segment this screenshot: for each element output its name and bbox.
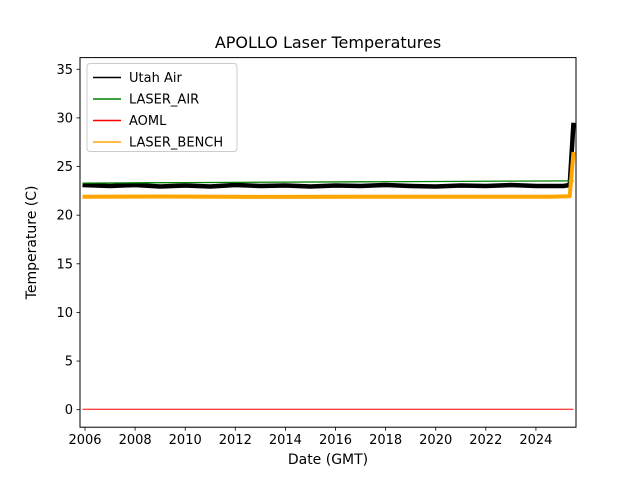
y-tick-label: 5	[65, 355, 73, 370]
legend-label: LASER_AIR	[129, 93, 199, 108]
y-tick-label: 0	[65, 403, 73, 418]
y-tick-label: 35	[56, 63, 73, 78]
series-line-utah-air	[82, 122, 576, 189]
y-tick-label: 15	[56, 257, 73, 272]
legend-box	[86, 63, 238, 152]
x-axis-label: Date (GMT)	[288, 452, 368, 468]
y-tick-label: 20	[56, 209, 73, 224]
legend-label: LASER_BENCH	[129, 136, 223, 151]
x-tick-label: 2008	[119, 433, 152, 448]
x-tick-label: 2006	[68, 433, 101, 448]
legend-label: Utah Air	[129, 71, 182, 86]
x-tick-label: 2012	[219, 433, 252, 448]
legend: Utah Air LASER_AIR AOML LASER_BENCH	[86, 63, 238, 152]
ticks-group: 2006 2008 2010 2012 2014 2016 2018 2020 2022 2024…	[56, 63, 552, 448]
axes-border	[79, 57, 577, 428]
x-tick-label: 2020	[419, 433, 452, 448]
chart-title: APOLLO Laser Temperatures	[215, 33, 441, 52]
y-tick-label: 25	[56, 160, 73, 175]
series-group	[82, 122, 576, 410]
series-line-laser-air	[82, 180, 574, 184]
x-tick-label: 2010	[169, 433, 202, 448]
y-axis-label: Temperature (C)	[24, 185, 40, 300]
legend-label: AOML	[129, 114, 167, 129]
x-tick-label: 2016	[319, 433, 352, 448]
series-line-laser-bench	[82, 151, 576, 199]
x-tick-label: 2024	[519, 433, 552, 448]
y-tick-label: 10	[56, 306, 73, 321]
x-tick-label: 2022	[469, 433, 502, 448]
x-tick-label: 2014	[269, 433, 302, 448]
y-tick-label: 30	[56, 111, 73, 126]
x-tick-label: 2018	[369, 433, 402, 448]
